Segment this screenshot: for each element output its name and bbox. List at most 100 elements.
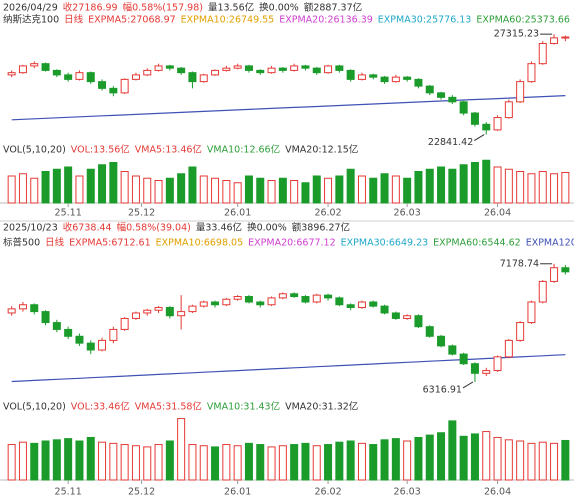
volume-bar [516,171,525,204]
candle-body [7,72,16,76]
candle-body [448,96,457,103]
candle-body [290,65,299,71]
high-label: 27315.23 [494,29,539,40]
volume-bar [550,442,559,481]
candle-body [41,63,50,71]
volume-bar [233,445,242,481]
volume-bar [211,446,220,481]
volume-bar [561,439,570,481]
candle-body [75,72,84,80]
candle-body [41,311,50,324]
volume-legend: VOL(5,10,20) [3,145,66,156]
candle-body [256,69,265,74]
volume-bar [425,168,434,204]
volume-bar [324,177,333,204]
indicator-legend: EXPMA10:6698.05 [156,238,244,249]
candle-body [527,301,536,324]
candle-body [131,312,140,319]
candle-body [516,322,525,341]
candle-body [538,42,547,65]
volume-bar [470,162,479,204]
volume-bar [52,439,61,481]
candle-body [437,335,446,347]
indicator-legend: EXPMA10:26749.55 [181,15,275,26]
candle-body [86,342,95,351]
quote-info: 量13.56亿 [208,2,254,14]
candle-body [369,301,378,307]
volume-bar [448,168,457,204]
volume-bar [98,441,107,481]
candle-body [459,101,468,114]
quote-info: 收6738.44 [63,222,112,234]
candle-body [335,65,344,71]
candle-body [109,87,118,94]
ma-line [11,354,566,383]
x-tick-label: 26.03 [394,487,421,498]
candle-body [109,328,118,341]
x-tick-label: 25.12 [128,208,155,219]
candle-body [143,309,152,314]
volume-bar [30,177,39,204]
candle-body [357,74,366,80]
volume-legend: VMA5:13.46亿 [135,144,202,156]
volume-bar [52,168,61,204]
candle-body [493,117,502,131]
indicator-legend: EXPMA120:6359.75 [526,238,574,249]
candle-body [18,304,27,310]
ma-line [11,95,566,121]
candle-body [86,72,95,83]
candle-body [75,335,84,344]
candle-body [301,65,310,69]
quote-info: 额3896.27亿 [292,222,350,234]
volume-bar [86,436,95,481]
candle-body [459,353,468,365]
volume-legend: VMA5:31.58亿 [135,401,202,413]
candle-body [52,69,61,76]
candle-body [211,69,220,76]
candle-body [380,305,389,314]
volume-bar [414,436,423,481]
candle-body [177,67,186,74]
volume-bar [504,168,513,204]
candle-body [18,65,27,74]
candle-body [391,312,400,319]
candle-body [425,85,434,94]
quote-info: 幅0.58%(39.04) [117,222,191,234]
candle-body [64,328,73,337]
volume-bar [278,177,287,204]
volume-bar [335,441,344,481]
quote-info: 换0.00% [259,2,299,14]
volume-bar [64,166,73,204]
volume-bar [267,180,276,204]
x-tick-label: 25.12 [128,487,155,498]
candle-body [425,326,434,337]
candle-body [301,296,310,303]
candle-body [470,363,479,374]
candle-body [346,69,355,80]
volume-bar [369,177,378,204]
volume-bar [98,164,107,204]
candle-body [346,304,355,308]
volume-bar [516,440,525,481]
volume-bar [109,442,118,481]
candle-body [290,293,299,298]
candle-body [131,74,140,80]
candle-body [470,112,479,125]
volume-legend: VOL:13.56亿 [71,144,130,156]
volume-bar [177,418,186,481]
candle-body [52,322,61,330]
volume-legend: VMA10:31.43亿 [207,401,280,413]
low-pointer [462,381,474,389]
candle-body [504,339,513,358]
indicator-legend: EXPMA20:26136.39 [279,15,373,26]
volume-bar [41,440,50,481]
volume-bar [391,175,400,204]
volume-bar [504,439,513,481]
low-label: 6316.91 [423,384,462,395]
volume-bar [244,175,253,204]
candle-body [403,76,412,80]
candle-body [244,65,253,71]
candle-body [267,67,276,74]
